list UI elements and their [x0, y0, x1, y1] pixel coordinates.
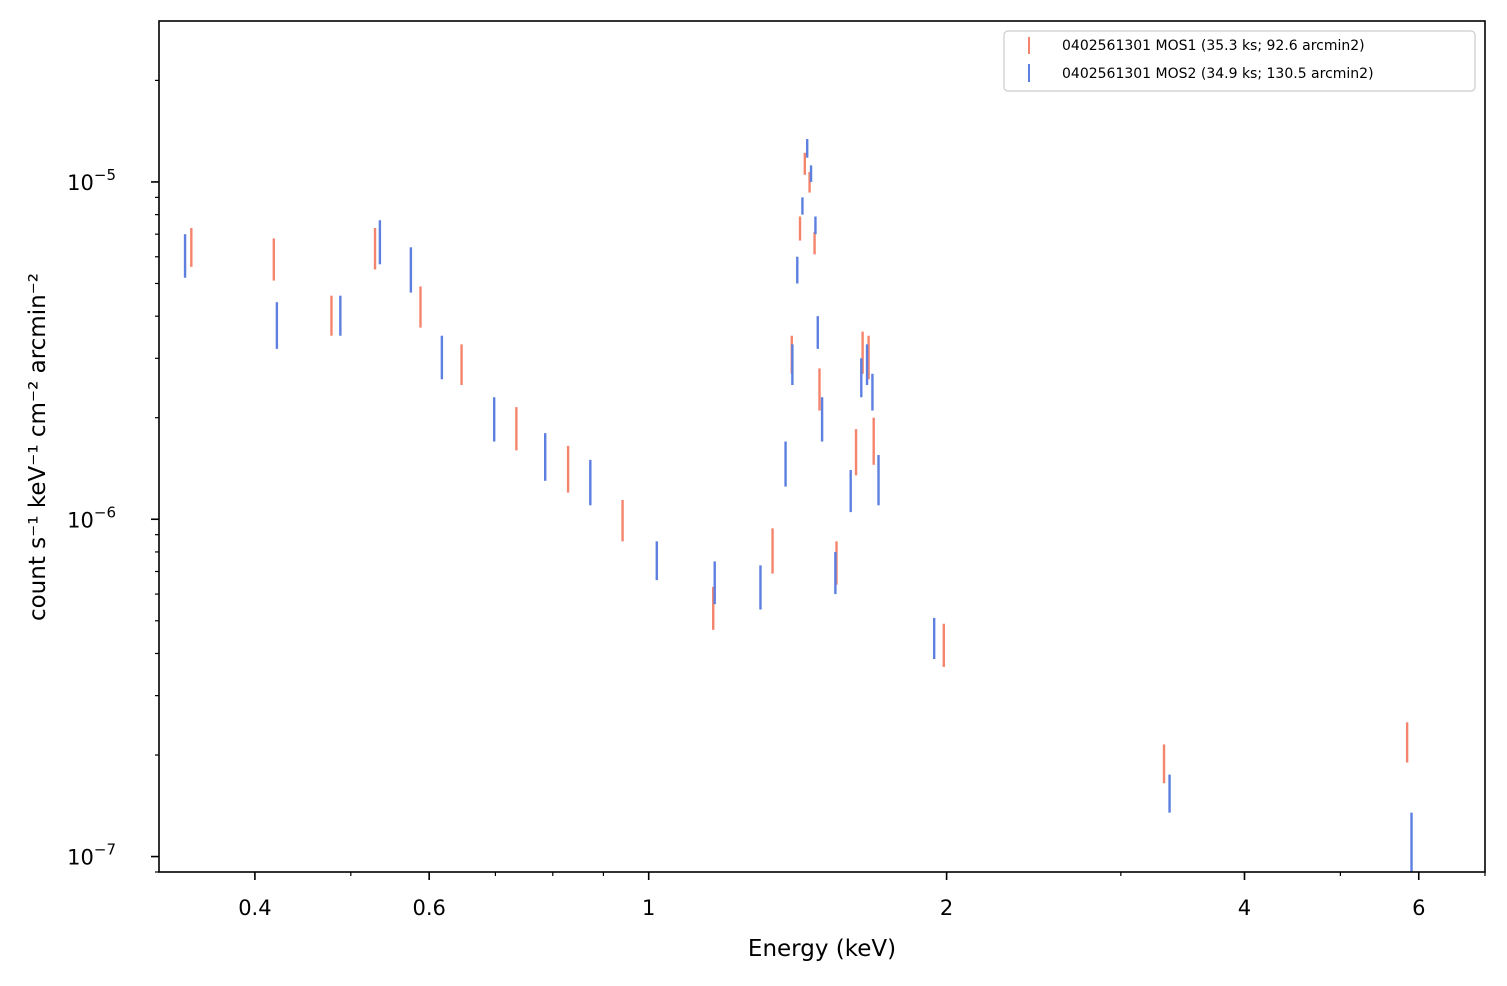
x-axis-label: Energy (keV)	[748, 936, 896, 962]
y-axis-ticks: 10−7 10−6 10−5	[67, 79, 159, 873]
x-tick-label: 0.6	[412, 896, 445, 920]
legend-box	[1003, 30, 1476, 92]
legend-label-mos2: 0402561301 MOS2 (34.9 ks; 130.5 arcmin2)	[1062, 66, 1374, 82]
y-tick-label: 10−5	[67, 166, 116, 195]
y-tick-label: 10−7	[67, 841, 116, 870]
x-axis-ticks: 0.4 0.6 1 2 4 6	[238, 872, 1486, 920]
x-tick-label: 2	[940, 896, 953, 920]
x-tick-label: 4	[1238, 896, 1251, 920]
plot-frame	[158, 20, 1486, 873]
x-tick-label: 6	[1412, 896, 1425, 920]
legend: 0402561301 MOS1 (35.3 ks; 92.6 arcmin2) …	[1003, 30, 1476, 92]
x-tick-label: 0.4	[238, 896, 271, 920]
data-layer	[183, 139, 1413, 872]
y-axis-label: count s⁻¹ keV⁻¹ cm⁻² arcmin⁻²	[25, 273, 51, 621]
series-mos1-errorbars	[190, 152, 1409, 784]
y-tick-label: 10−6	[67, 503, 116, 532]
legend-label-mos1: 0402561301 MOS1 (35.3 ks; 92.6 arcmin2)	[1062, 38, 1365, 54]
x-tick-label: 1	[642, 896, 655, 920]
series-mos2-errorbars	[183, 139, 1413, 872]
